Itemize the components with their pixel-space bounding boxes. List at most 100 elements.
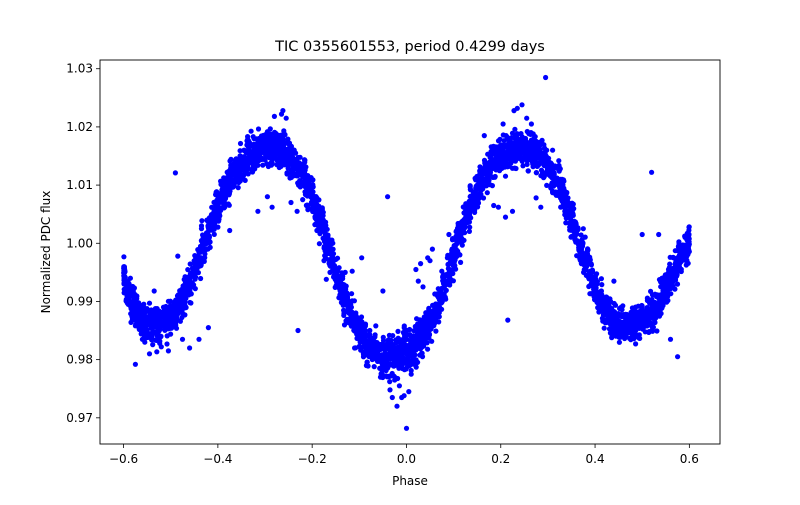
data-point (601, 312, 607, 318)
data-point (269, 161, 275, 167)
x-tick-label: 0.0 (397, 452, 416, 466)
data-point (228, 184, 234, 190)
data-point (121, 254, 127, 260)
data-point (445, 266, 451, 272)
outlier-point (359, 255, 365, 261)
y-tick-label: 1.03 (66, 62, 93, 76)
data-point (633, 304, 639, 310)
data-point (128, 319, 134, 325)
data-point (168, 331, 174, 337)
outlier-point (295, 327, 301, 334)
data-point (214, 189, 220, 195)
data-point (369, 352, 375, 358)
data-point (147, 310, 153, 317)
data-point (388, 337, 394, 343)
data-point (484, 190, 490, 196)
data-point (478, 191, 484, 197)
data-point (507, 154, 513, 161)
data-point (166, 318, 172, 324)
data-point (223, 195, 229, 201)
outlier-point (580, 226, 586, 232)
x-tick-label: 0.6 (680, 452, 699, 466)
data-point (330, 246, 336, 252)
outlier-point (380, 288, 386, 294)
outlier-point (307, 185, 313, 191)
outlier-point (559, 176, 565, 182)
data-point (144, 306, 150, 312)
y-axis: 0.97 0.98 0.99 1.00 1.01 1.02 1.03 (66, 62, 100, 425)
outlier-point (509, 208, 516, 214)
data-point (195, 247, 201, 253)
data-point (189, 280, 195, 286)
data-point (205, 246, 211, 252)
data-point (441, 276, 447, 282)
data-point (482, 163, 488, 169)
data-point (419, 354, 426, 360)
data-point (329, 237, 335, 243)
outlier-point (352, 345, 358, 351)
data-point (450, 278, 456, 284)
data-point (623, 327, 629, 333)
data-point (574, 225, 580, 232)
data-point (330, 251, 337, 257)
data-point (595, 300, 601, 306)
data-point (449, 237, 456, 243)
data-point (492, 151, 498, 157)
outlier-point (196, 336, 202, 342)
data-point (512, 165, 518, 171)
outlier-point (455, 223, 461, 229)
outlier-point (396, 383, 402, 389)
data-point (623, 323, 629, 329)
data-point (192, 286, 198, 292)
data-point (491, 161, 498, 168)
data-point (619, 307, 625, 313)
outlier-point (505, 317, 511, 323)
data-point (156, 327, 162, 334)
data-point (473, 177, 479, 183)
outlier-point (500, 121, 506, 127)
data-point (509, 130, 516, 136)
data-point (156, 312, 162, 318)
data-point (187, 261, 193, 267)
data-point (383, 373, 389, 379)
data-point (251, 165, 257, 171)
data-point (227, 158, 233, 164)
data-point (667, 267, 673, 273)
data-point (478, 175, 485, 181)
data-point (517, 152, 523, 158)
data-point (251, 136, 257, 142)
data-point (270, 151, 276, 157)
data-point (219, 205, 225, 211)
outlier-point (385, 194, 391, 200)
data-point (472, 209, 478, 215)
data-point (183, 295, 189, 301)
y-tick-label: 1.02 (66, 120, 93, 134)
data-point (181, 299, 187, 305)
data-point (316, 241, 322, 247)
data-point (293, 150, 299, 156)
data-point (639, 318, 645, 324)
outlier-point (623, 332, 629, 338)
outlier-point (519, 102, 525, 108)
data-point (183, 304, 189, 311)
data-point (680, 249, 686, 255)
data-point (652, 315, 658, 321)
outlier-point (439, 268, 445, 274)
data-point (288, 174, 295, 180)
data-point (334, 255, 341, 261)
data-point (582, 234, 588, 240)
data-point (398, 353, 404, 359)
data-point (261, 144, 267, 150)
data-point (199, 256, 205, 262)
data-point (388, 362, 394, 368)
outlier-point (294, 208, 300, 214)
data-point (582, 251, 588, 257)
data-point (562, 208, 568, 214)
data-point (312, 199, 318, 205)
data-point (454, 241, 460, 247)
data-point (198, 275, 204, 282)
data-point (313, 212, 319, 218)
data-point (284, 170, 290, 176)
